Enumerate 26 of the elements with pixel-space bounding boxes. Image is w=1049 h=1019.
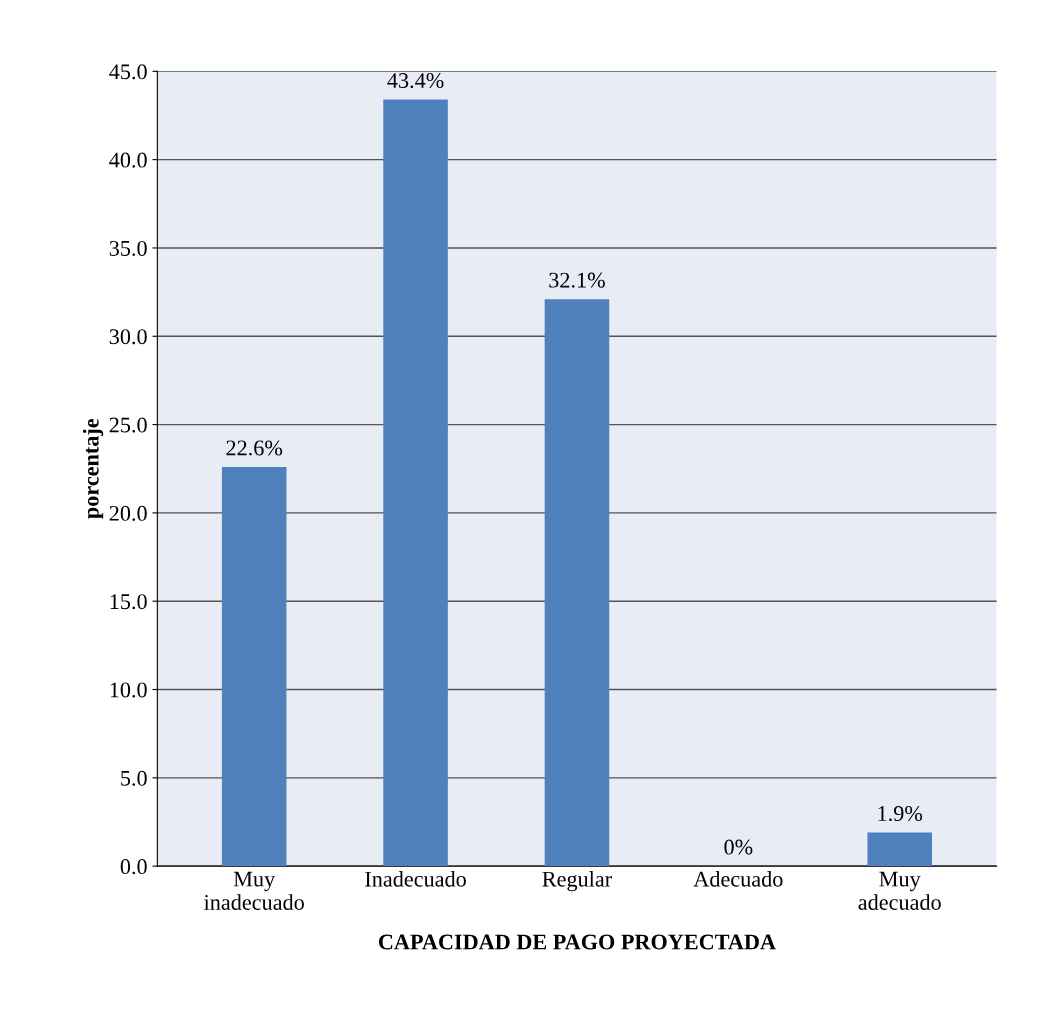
y-tick-label: 20.0 [109, 505, 147, 521]
data-label: 1.9% [878, 806, 923, 822]
x-tick-label: Inadecuado [365, 871, 466, 887]
y-tick-label: 35.0 [109, 240, 147, 256]
y-tick-label: 10.0 [110, 682, 147, 698]
bar [383, 99, 448, 867]
y-tick-label: 40.0 [109, 152, 147, 168]
y-tick-label: 0.0 [120, 859, 147, 875]
bar [867, 832, 932, 867]
y-tick-label: 15.0 [110, 594, 147, 610]
x-tick-label: Muy inadecuado [204, 871, 304, 910]
y-tick-label: 25.0 [109, 417, 147, 433]
data-label: 22.6% [226, 440, 283, 456]
y-axis-title: porcentaje [83, 418, 104, 519]
data-label: 32.1% [549, 272, 605, 288]
data-label: 0% [724, 839, 753, 855]
y-tick-label: 45.0 [109, 64, 147, 80]
x-tick-label: Regular [542, 871, 612, 892]
bar [221, 466, 287, 867]
y-tick-label: 30.0 [109, 329, 147, 345]
y-tick-label: 5.0 [121, 770, 147, 786]
x-tick-label: Adecuado [693, 871, 783, 887]
x-axis-title: CAPACIDAD DE PAGO PROYECTADA [378, 934, 776, 950]
x-tick-label: Muy adecuado [858, 871, 941, 910]
bar [544, 299, 610, 867]
data-label: 43.4% [387, 73, 444, 89]
